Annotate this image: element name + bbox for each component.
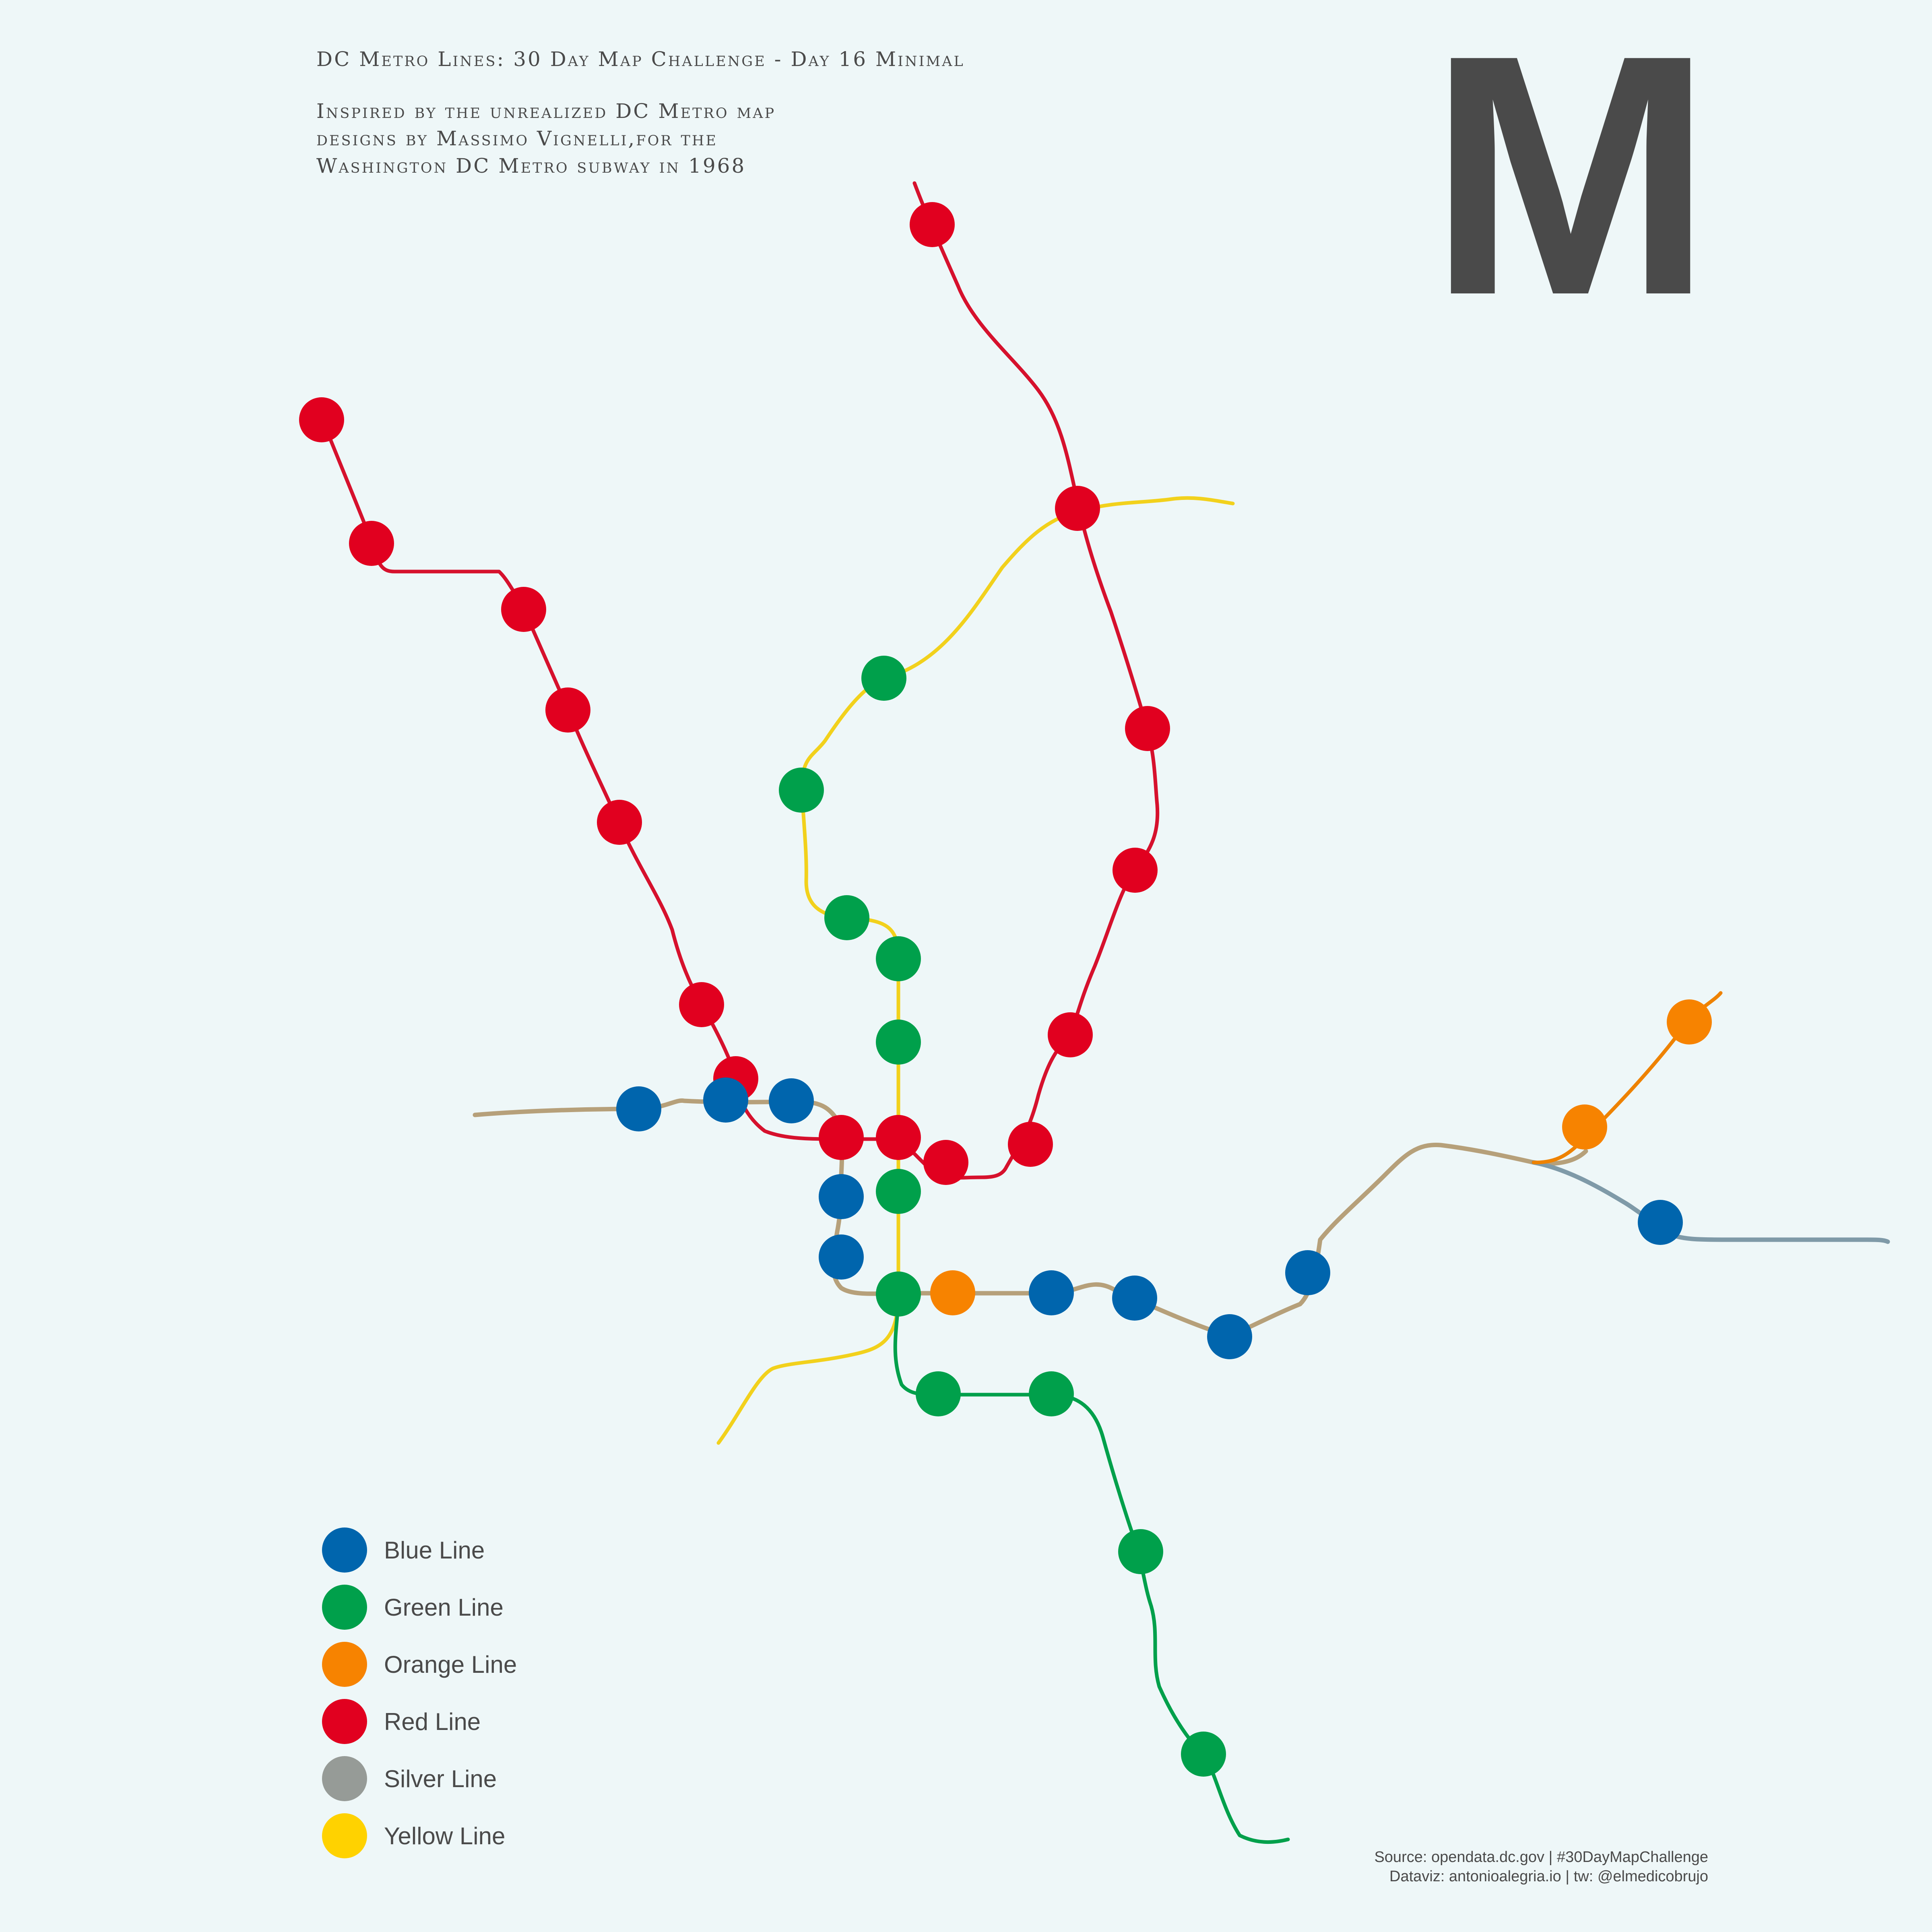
legend-item-orange: Orange Line xyxy=(322,1636,517,1693)
station-green xyxy=(1181,1732,1226,1777)
station-blue xyxy=(819,1234,864,1280)
credits-dataviz: Dataviz: antonioalegria.io | tw: @elmedi… xyxy=(1389,1868,1708,1885)
legend-label: Orange Line xyxy=(384,1651,517,1678)
station-blue xyxy=(1207,1314,1252,1359)
station-green xyxy=(876,1020,921,1065)
station-blue xyxy=(1638,1200,1683,1245)
legend-dot-red xyxy=(322,1699,367,1744)
station-orange xyxy=(1667,999,1712,1044)
station-red xyxy=(910,202,955,247)
title-block: DC Metro Lines: 30 Day Map Challenge - D… xyxy=(316,47,965,180)
station-green xyxy=(779,768,824,813)
station-red xyxy=(1055,486,1100,531)
station-blue xyxy=(819,1174,864,1219)
station-red xyxy=(1008,1122,1053,1167)
legend: Blue Line Green Line Orange Line Red Lin… xyxy=(322,1521,517,1864)
station-red xyxy=(923,1140,968,1185)
station-blue xyxy=(703,1077,748,1123)
station-red xyxy=(349,521,394,566)
credits: Source: opendata.dc.gov | #30DayMapChall… xyxy=(1374,1847,1708,1886)
station-blue xyxy=(1112,1276,1157,1321)
legend-item-green: Green Line xyxy=(322,1579,517,1636)
legend-dot-orange xyxy=(322,1642,367,1687)
station-red xyxy=(679,982,724,1027)
legend-item-silver: Silver Line xyxy=(322,1750,517,1807)
legend-label: Silver Line xyxy=(384,1765,497,1792)
station-red xyxy=(545,687,590,733)
station-red xyxy=(819,1115,864,1160)
station-red xyxy=(299,397,344,442)
station-green xyxy=(1029,1371,1074,1416)
station-blue xyxy=(616,1086,661,1131)
station-green xyxy=(1118,1529,1163,1574)
station-orange xyxy=(1562,1104,1607,1150)
station-red xyxy=(1048,1012,1093,1057)
station-green xyxy=(876,1271,921,1317)
legend-label: Blue Line xyxy=(384,1536,485,1564)
map-title: DC Metro Lines: 30 Day Map Challenge - D… xyxy=(316,47,965,71)
legend-label: Red Line xyxy=(384,1708,481,1735)
station-red xyxy=(1125,706,1170,751)
station-green xyxy=(876,936,921,981)
legend-dot-silver xyxy=(322,1756,367,1801)
legend-item-yellow: Yellow Line xyxy=(322,1807,517,1864)
station-blue xyxy=(1285,1250,1330,1295)
legend-label: Green Line xyxy=(384,1593,504,1621)
subtitle-line: Inspired by the unrealized DC Metro map xyxy=(316,99,776,123)
stations xyxy=(299,202,1712,1777)
legend-dot-yellow xyxy=(322,1813,367,1858)
metro-logo: M xyxy=(1428,0,1713,366)
legend-item-red: Red Line xyxy=(322,1693,517,1750)
tracks xyxy=(320,181,1890,1844)
legend-item-blue: Blue Line xyxy=(322,1521,517,1579)
station-blue xyxy=(1029,1270,1074,1315)
station-blue xyxy=(769,1078,814,1123)
station-green xyxy=(824,895,869,940)
station-green xyxy=(861,656,906,701)
station-green xyxy=(876,1169,921,1214)
station-orange xyxy=(930,1270,975,1315)
station-green xyxy=(916,1371,961,1416)
map-subtitle: Inspired by the unrealized DC Metro map … xyxy=(316,97,965,180)
subtitle-line: Washington DC Metro subway in 1968 xyxy=(316,154,746,178)
subtitle-line: designs by Massimo Vignelli,for the xyxy=(316,127,718,150)
legend-label: Yellow Line xyxy=(384,1822,506,1849)
red-line-track xyxy=(320,181,1160,1180)
credits-source: Source: opendata.dc.gov | #30DayMapChall… xyxy=(1374,1849,1708,1866)
station-red xyxy=(876,1115,921,1160)
green-line-track xyxy=(893,1292,1290,1844)
legend-dot-blue xyxy=(322,1527,367,1573)
legend-dot-green xyxy=(322,1585,367,1630)
silver-line-track xyxy=(1531,1160,1890,1244)
station-red xyxy=(597,800,642,845)
station-red xyxy=(1113,848,1158,893)
station-red xyxy=(501,587,546,632)
